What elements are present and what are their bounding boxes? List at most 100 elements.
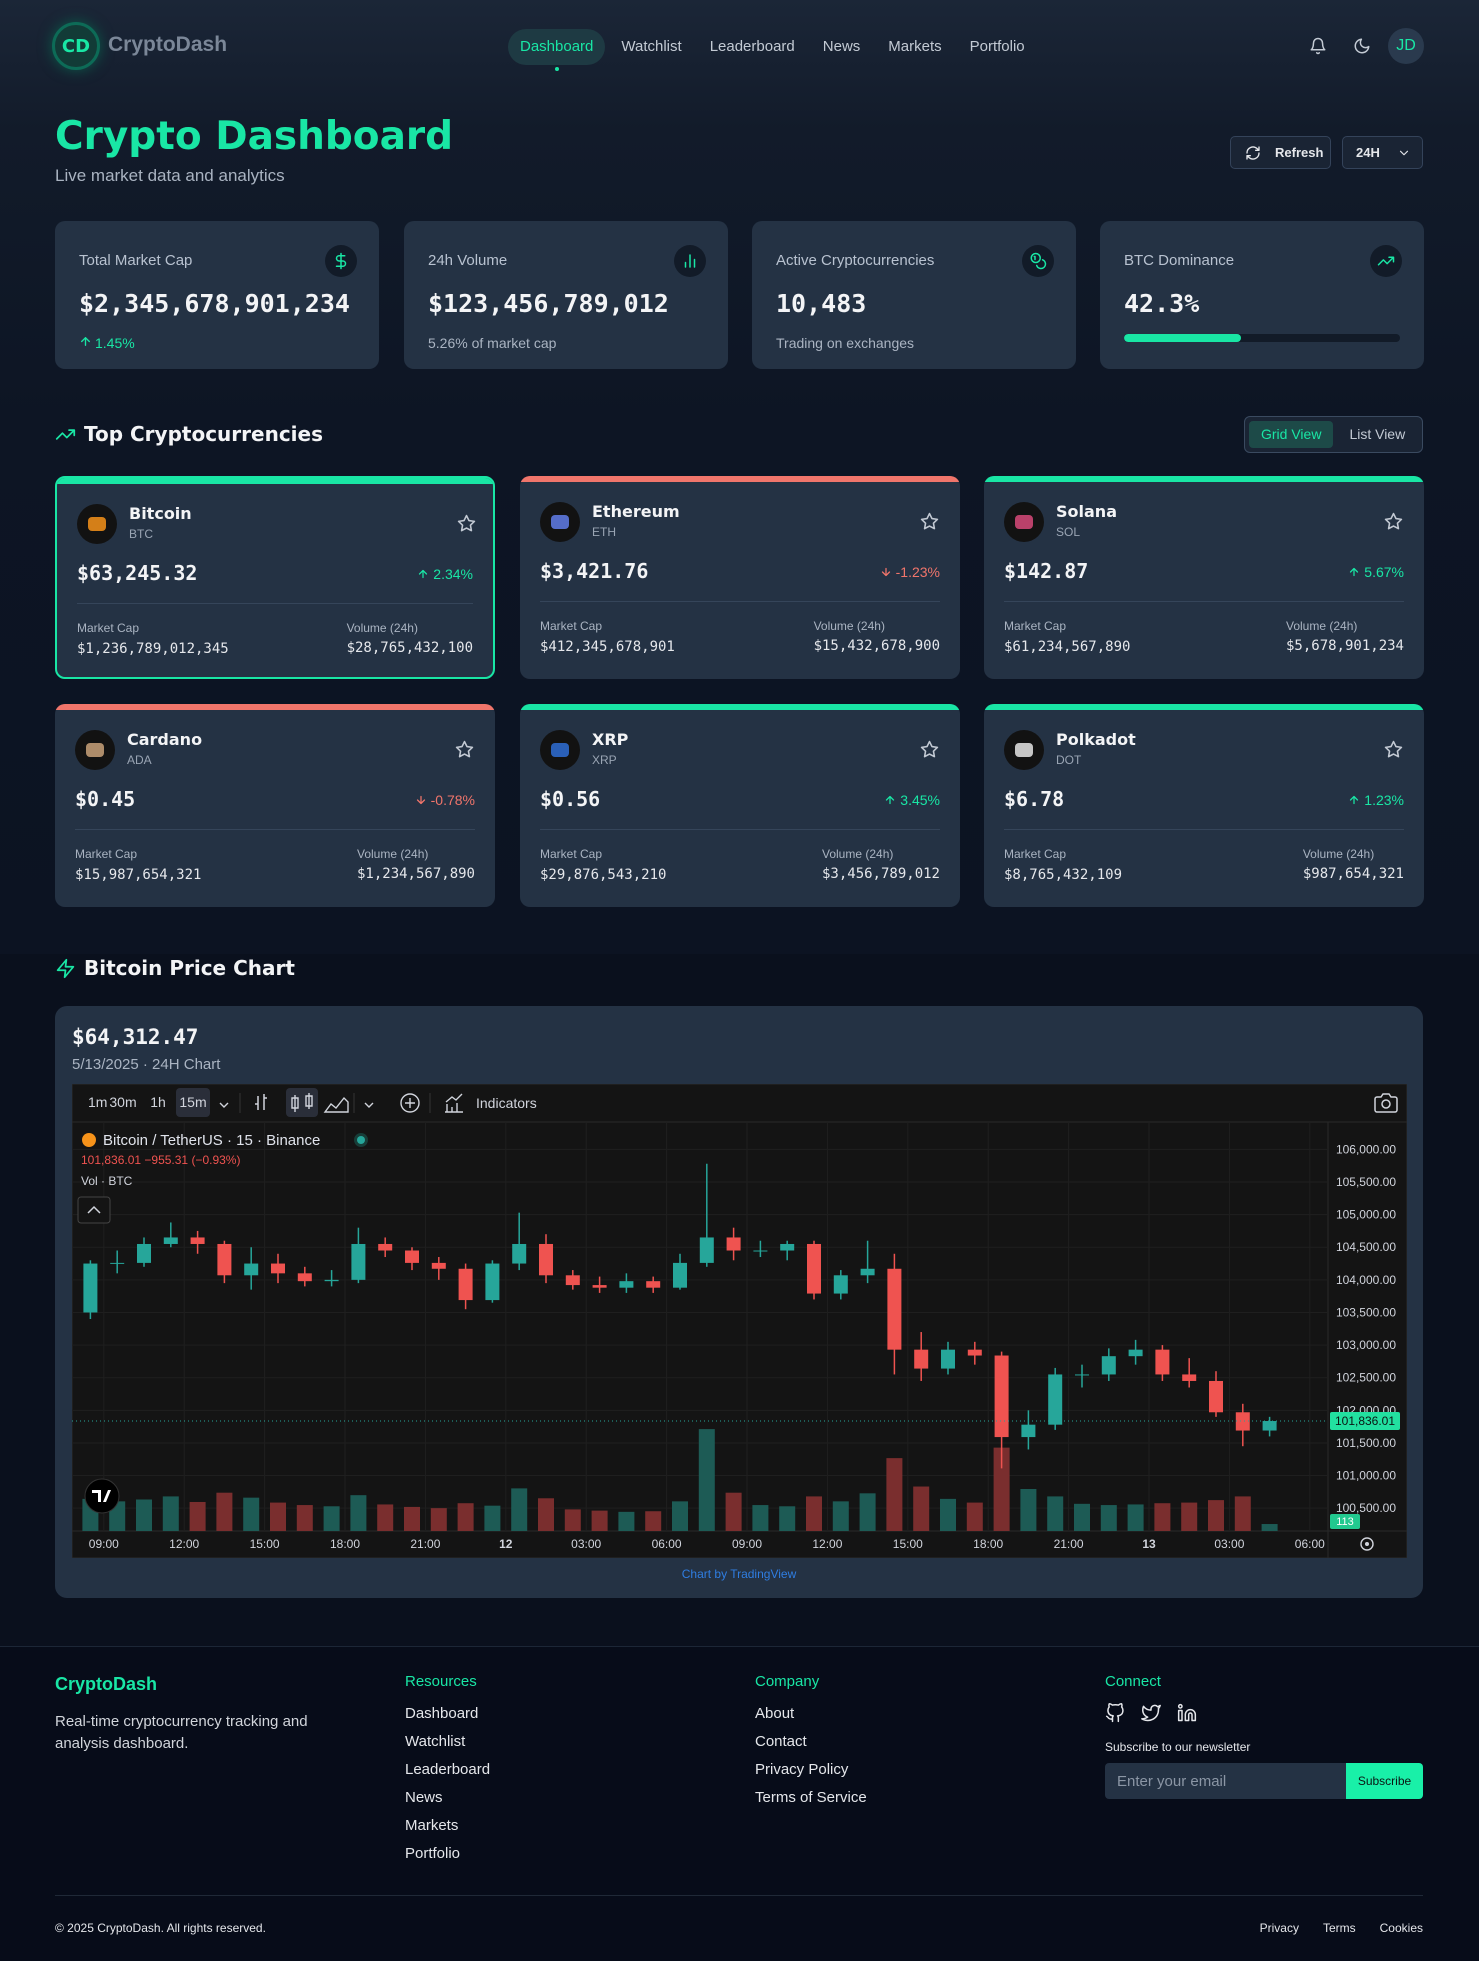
candle-body: [137, 1243, 151, 1263]
bell-icon[interactable]: [1309, 37, 1327, 55]
stat-note: 5.26% of market cap: [428, 335, 557, 351]
candle-body: [833, 1275, 848, 1294]
favorite-star[interactable]: [1384, 512, 1403, 531]
twitter-link[interactable]: [1141, 1703, 1161, 1723]
area-style-icon: [323, 1096, 349, 1113]
nav-item[interactable]: Leaderboard: [709, 38, 795, 55]
candle-body: [1075, 1374, 1089, 1376]
footer-link[interactable]: Leaderboard: [405, 1761, 491, 1778]
candle-body: [458, 1268, 473, 1301]
icon-path: [881, 567, 890, 577]
axis-settings-dot: [1365, 1542, 1369, 1546]
candle-body: [646, 1281, 661, 1288]
footer-link[interactable]: Dashboard: [405, 1705, 479, 1722]
coin-card[interactable]: XRP XRP $0.56 3.45% Market Cap $29,876,543,21…: [520, 704, 960, 907]
candle-body: [83, 1263, 98, 1313]
favorite-star[interactable]: [920, 740, 939, 759]
theme-icon[interactable]: [1353, 37, 1371, 55]
refresh-button[interactable]: Refresh: [1230, 136, 1331, 169]
coin-icon-glyph: [88, 517, 106, 531]
nav-item[interactable]: News: [822, 38, 861, 55]
footer-link[interactable]: Markets: [405, 1817, 459, 1834]
x-tick-label: 09:00: [732, 1537, 762, 1551]
candle-body: [1021, 1424, 1036, 1438]
period-select[interactable]: 24H: [1342, 136, 1423, 169]
volume-bar: [457, 1503, 474, 1531]
favorite-star[interactable]: [455, 740, 474, 759]
footer-link[interactable]: Watchlist: [405, 1733, 466, 1750]
favorite-star[interactable]: [1384, 740, 1403, 759]
nav-item[interactable]: Dashboard: [508, 29, 606, 71]
volume-label: Volume (24h): [813, 619, 885, 633]
coin-card[interactable]: Cardano ADA $0.45 -0.78% Market Cap $15,987,6…: [55, 704, 495, 907]
footer-link[interactable]: Contact: [755, 1733, 807, 1750]
avatar[interactable]: JD: [1388, 28, 1424, 64]
linkedin-link[interactable]: [1177, 1703, 1197, 1723]
github-link[interactable]: [1105, 1703, 1125, 1723]
legal-link[interactable]: Terms: [1322, 1921, 1356, 1935]
snapshot-icon[interactable]: [1374, 1093, 1398, 1113]
coin-card[interactable]: Polkadot DOT $6.78 1.23% Market Cap $8,765,43…: [984, 704, 1424, 907]
market-cap-label: Market Cap: [540, 847, 603, 861]
axis-settings: [1360, 1537, 1374, 1551]
legal-link[interactable]: Cookies: [1379, 1921, 1423, 1935]
nav-item[interactable]: Watchlist: [621, 38, 682, 55]
subscribe-button[interactable]: Subscribe: [1346, 1763, 1423, 1799]
candle-body: [1235, 1412, 1250, 1431]
y-tick-label: 101,000.00: [1336, 1469, 1396, 1483]
volume-bar: [698, 1429, 715, 1531]
coin-card[interactable]: Ethereum ETH $3,421.76 -1.23% Market Cap $412…: [520, 476, 960, 679]
chart-credit[interactable]: Chart by TradingView: [681, 1567, 797, 1581]
volume-bar: [886, 1458, 903, 1531]
volume-block: Volume (24h) $1,234,567,890: [357, 847, 475, 882]
coin-icon: [1004, 502, 1044, 542]
footer-divider: [55, 1895, 1423, 1896]
x-tick-label: 03:00: [1214, 1537, 1244, 1551]
market-cap-value: $29,876,543,210: [540, 867, 667, 883]
nav-item[interactable]: Markets: [888, 38, 942, 55]
price-chart[interactable]: 1m 30m 1h 15m Indicators 106,000.00 105,500.00…: [72, 1084, 1407, 1558]
volume-block: Volume (24h) $28,765,432,100: [347, 621, 473, 656]
email-input[interactable]: Enter your email: [1105, 1763, 1346, 1799]
volume-bar: [1074, 1503, 1090, 1531]
candle-body: [1182, 1374, 1197, 1381]
footer-link[interactable]: Privacy Policy: [755, 1761, 849, 1778]
market-cap-label: Market Cap: [1004, 847, 1067, 861]
y-tick-label: 106,000.00: [1336, 1142, 1396, 1156]
coin-card[interactable]: Bitcoin BTC $63,245.32 2.34% Market Cap $1,23…: [55, 476, 495, 679]
nav-item[interactable]: Portfolio: [969, 38, 1025, 55]
legal-link[interactable]: Privacy: [1259, 1921, 1299, 1935]
favorite-star[interactable]: [920, 512, 939, 531]
coin-icon: [75, 730, 115, 770]
coin-change: 2.34%: [417, 566, 473, 582]
volume-value: $987,654,321: [1302, 866, 1404, 882]
stat-icon: [325, 245, 357, 277]
market-cap-label: Market Cap: [1004, 619, 1067, 633]
volume-bar: [377, 1504, 394, 1531]
coin-icon: [77, 504, 117, 544]
footer-link[interactable]: About: [755, 1705, 795, 1722]
coin-price: $142.87: [1004, 559, 1089, 583]
volume-bar: [484, 1505, 501, 1531]
favorite-star[interactable]: [457, 514, 476, 533]
view-option[interactable]: List View: [1349, 426, 1406, 442]
candle-body: [1048, 1374, 1063, 1425]
coin-price: $0.45: [75, 787, 136, 811]
footer-link[interactable]: Portfolio: [405, 1845, 461, 1862]
legal-links: Privacy Terms Cookies: [1260, 1921, 1423, 1935]
symbol-title: Bitcoin / TetherUS · 15 · Binance: [103, 1132, 320, 1149]
brand: CryptoDash: [108, 33, 228, 56]
footer-link[interactable]: News: [405, 1789, 443, 1806]
icon-path: [455, 740, 474, 758]
volume-bar: [404, 1506, 420, 1531]
section-icon: [55, 429, 76, 440]
footer-link[interactable]: Terms of Service: [755, 1789, 867, 1806]
volume-block: Volume (24h) $5,678,901,234: [1286, 619, 1404, 654]
coin-change: -0.78%: [415, 792, 475, 808]
view-option[interactable]: Grid View: [1249, 421, 1334, 448]
candle-body: [163, 1237, 178, 1244]
newsletter-label: Subscribe to our newsletter: [1105, 1740, 1251, 1754]
y-tick-label: 105,500.00: [1336, 1175, 1396, 1189]
coin-card[interactable]: Solana SOL $142.87 5.67% Market Cap $61,234,5…: [984, 476, 1424, 679]
stat-icon-glyph: [684, 254, 696, 268]
